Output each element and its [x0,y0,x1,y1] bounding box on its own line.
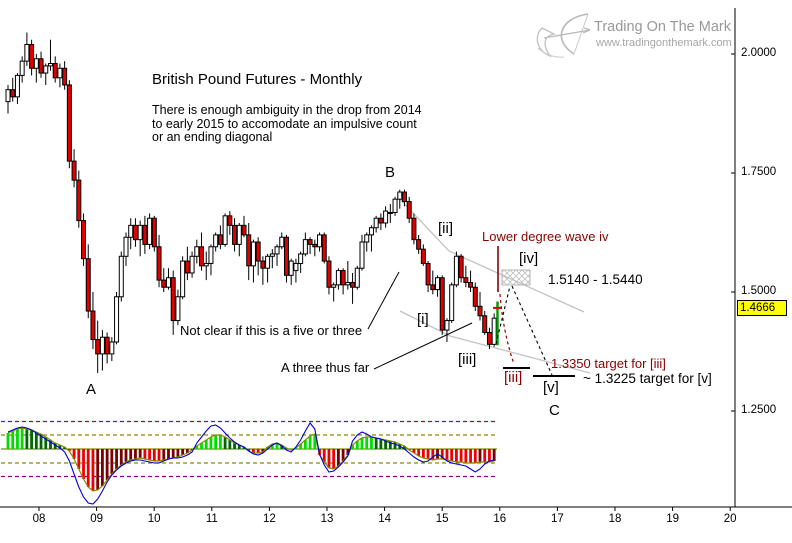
wave-label-v: [v] [543,379,559,396]
target-price-iii: 1.3350 target for [iii] [551,356,666,371]
wave-label-ii: [ii] [438,220,453,237]
x-axis-label: 13 [320,513,334,525]
y-axis-label: 2.0000 [741,47,777,59]
wave-label-c: C [549,402,560,419]
x-axis-label: 17 [550,513,564,525]
x-axis-label: 09 [90,513,103,525]
x-axis-label: 16 [493,513,507,525]
wave-iv-price-range: 1.5140 - 1.5440 [548,272,643,287]
archer-logo-icon [536,13,591,58]
wave-label-a: A [86,381,97,398]
note-three-thus-far: A three thus far [281,360,370,375]
wave-label-iii: [iii] [458,351,477,368]
wave-label-i: [i] [417,311,429,328]
wave-label-iii-alternate: [iii] [504,369,523,386]
note-five-or-three: Not clear if this is a five or three [180,323,363,338]
target-price-v: ~ 1.3225 target for [v] [583,371,712,386]
x-axis-label: 14 [378,513,391,525]
current-price-badge: 1.4666 [737,300,787,316]
watermark-brand: Trading On The Mark [594,19,731,35]
y-axis-label: 1.2500 [741,404,777,416]
x-axis-label: 15 [435,513,449,525]
y-axis-label: 1.5000 [741,285,777,297]
lower-degree-wave-note: Lower degree wave iv [482,229,609,244]
x-axis-label: 10 [147,513,161,525]
chart-title: British Pound Futures - Monthly [152,71,363,88]
x-axis-label: 19 [666,513,679,525]
y-axis-label: 1.7500 [741,166,777,178]
x-axis-label: 20 [723,513,737,525]
wave-label-iv: [iv] [519,250,539,267]
x-axis-label: 11 [205,513,218,525]
x-axis-label: 12 [262,513,276,525]
x-axis-label: 08 [32,513,46,525]
wave-label-b: B [385,164,396,181]
watermark-url: www.tradingonthemark.com [596,37,732,49]
x-axis-label: 18 [608,513,622,525]
analyst-note: There is enough ambiguity in the drop fr… [152,103,422,144]
